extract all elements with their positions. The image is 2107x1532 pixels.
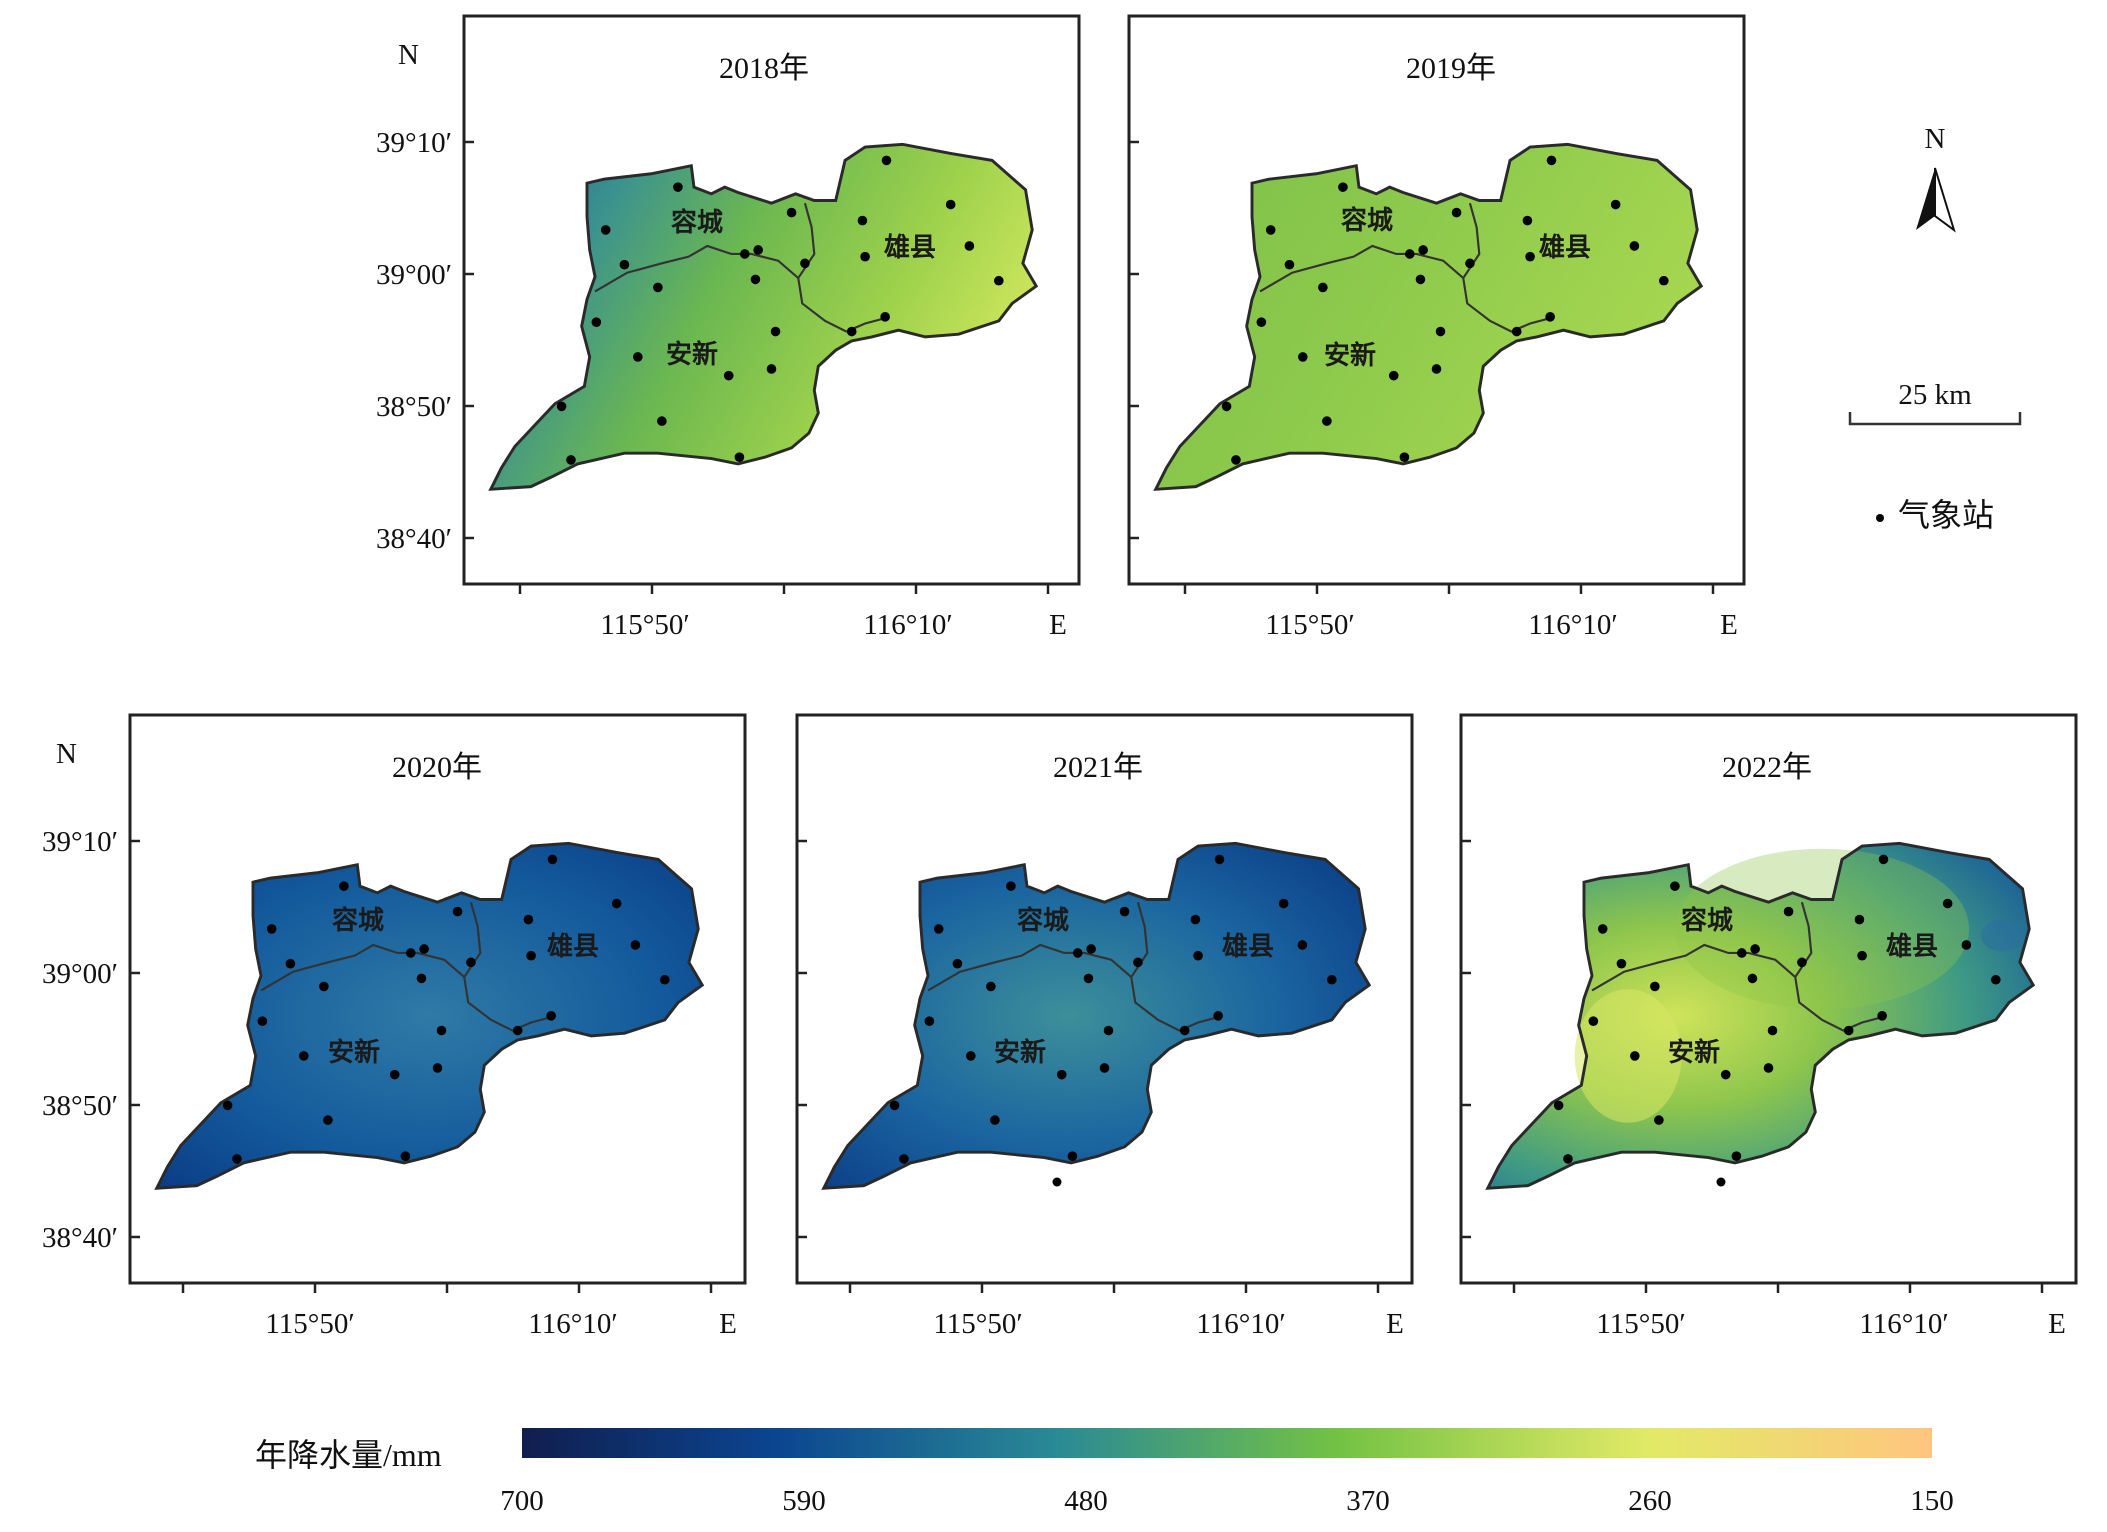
station-legend-label: 气象站 (1898, 497, 1994, 533)
county-label-xiongxian: 雄县 (1221, 932, 1274, 961)
lat-label: 39°10′ (376, 127, 452, 159)
panel-title: 2020年 (392, 751, 482, 784)
weather-station-outside (1716, 1177, 1726, 1187)
station-legend-symbol (1876, 514, 1884, 522)
lon-label: 115°50′ (1265, 609, 1354, 641)
panel-title: 2022年 (1722, 751, 1812, 784)
colorbar-gradient (522, 1428, 1932, 1458)
lat-label: 38°50′ (42, 1090, 118, 1122)
county-label-rongcheng: 容城 (1341, 205, 1393, 235)
lat-label: 38°40′ (376, 523, 452, 555)
legend: N 25 km 气象站 (1848, 123, 2022, 533)
east-axis-label: E (1386, 1308, 1404, 1340)
lat-label: 39°00′ (376, 259, 452, 291)
map-panel-2019: 容城 雄县 安新 2019年 (1127, 14, 1746, 586)
lon-label: 115°50′ (600, 609, 689, 641)
colorbar-tick-label: 370 (1346, 1485, 1390, 1517)
map-panel-2021: 容城 雄县 安新 2021年 (795, 713, 1414, 1285)
county-label-anxin: 安新 (1668, 1037, 1720, 1067)
east-axis-label: E (719, 1308, 737, 1340)
county-label-xiongxian: 雄县 (1885, 932, 1938, 961)
north-axis-label: N (56, 738, 77, 770)
east-axis-label: E (1049, 609, 1067, 641)
north-arrow-icon (1916, 167, 1956, 233)
east-axis-label: E (1720, 609, 1738, 641)
county-label-rongcheng: 容城 (1681, 905, 1733, 935)
scale-bar (1848, 412, 2022, 426)
county-label-rongcheng: 容城 (1017, 905, 1069, 935)
map-panel-2022: 容城 雄县 安新 2022年 (1459, 713, 2078, 1285)
lat-label: 38°40′ (42, 1222, 118, 1254)
lon-label: 115°50′ (933, 1308, 1022, 1340)
axes-bottom-row: N 39°10′ 39°00′ 38°50′ 38°40′ 115°50′ 11… (42, 738, 2066, 1340)
lat-label: 38°50′ (376, 391, 452, 423)
panel-title: 2018年 (719, 52, 809, 85)
county-label-rongcheng: 容城 (332, 905, 384, 935)
map-panel-2020: 容城 雄县 安新 2020年 (128, 713, 747, 1285)
colorbar-tick-label: 480 (1064, 1485, 1108, 1517)
lon-label: 116°10′ (1196, 1308, 1285, 1340)
weather-station-outside (1052, 1177, 1062, 1187)
axes-top-row: N 39°10′ 39°00′ 38°50′ 38°40′ 115°50′ 11… (376, 39, 1738, 641)
colorbar-tick-label: 700 (500, 1485, 544, 1517)
lat-label: 39°00′ (42, 958, 118, 990)
lat-label: 39°10′ (42, 826, 118, 858)
lon-label: 116°10′ (1859, 1308, 1948, 1340)
county-label-xiongxian: 雄县 (546, 932, 599, 961)
lon-label: 116°10′ (1528, 609, 1617, 641)
colorbar-title: 年降水量/mm (255, 1437, 442, 1473)
scale-bar-label: 25 km (1898, 379, 1972, 411)
colorbar-tick-label: 590 (782, 1485, 826, 1517)
lon-label: 116°10′ (863, 609, 952, 641)
north-axis-label: N (398, 39, 419, 71)
colorbar-tick-label: 260 (1628, 1485, 1672, 1517)
county-label-anxin: 安新 (994, 1037, 1046, 1067)
lon-label: 116°10′ (528, 1308, 617, 1340)
county-label-anxin: 安新 (328, 1037, 380, 1067)
county-label-xiongxian: 雄县 (1538, 233, 1591, 262)
county-label-anxin: 安新 (1324, 340, 1376, 370)
panel-title: 2021年 (1053, 751, 1143, 784)
colorbar-tick-label: 150 (1910, 1485, 1954, 1517)
lon-label: 115°50′ (1596, 1308, 1685, 1340)
colorbar: 年降水量/mm 700 590 480 370 260 150 (255, 1428, 1954, 1517)
county-label-anxin: 安新 (666, 339, 718, 369)
north-arrow-label: N (1925, 123, 1946, 155)
lon-label: 115°50′ (265, 1308, 354, 1340)
county-label-xiongxian: 雄县 (883, 233, 936, 262)
county-label-rongcheng: 容城 (671, 207, 723, 237)
panel-title: 2019年 (1406, 52, 1496, 85)
map-panel-2018: 容城 雄县 安新 2018年 (462, 14, 1081, 586)
east-axis-label: E (2048, 1308, 2066, 1340)
